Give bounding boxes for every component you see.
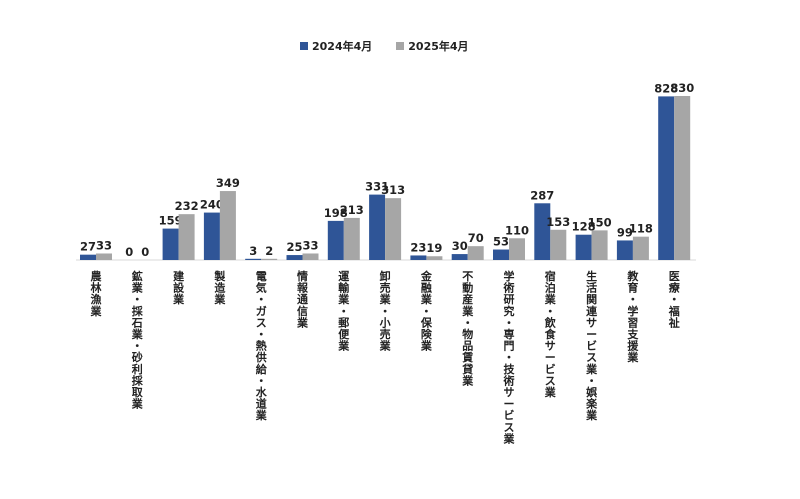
legend-swatch-2025 [396, 42, 405, 50]
category-label-7: 卸売業・小売業 [379, 269, 392, 353]
legend-item-2024: 2024年4月 [300, 38, 372, 54]
data-label-2024-11: 287 [530, 188, 554, 202]
category-label-13: 教育・学習支援業 [626, 269, 639, 364]
bar-2024-5 [286, 255, 303, 260]
category-label-1: 鉱業・採石業・砂利採取業 [131, 269, 144, 411]
bar-2024-4 [245, 258, 262, 260]
bar-2025-6 [343, 217, 360, 260]
data-label-2025-10: 110 [505, 223, 529, 237]
data-label-2024-8: 23 [410, 240, 426, 254]
data-label-2024-6: 198 [324, 206, 348, 220]
bar-2025-13 [632, 236, 649, 260]
data-label-2025-8: 19 [426, 241, 442, 255]
data-label-2025-6: 213 [340, 203, 364, 217]
bar-2025-10 [509, 238, 525, 260]
bar-2025-8 [426, 256, 443, 260]
data-label-2025-11: 153 [546, 215, 570, 229]
data-label-2024-3: 240 [200, 198, 224, 212]
data-label-2025-2: 232 [175, 199, 199, 213]
bar-2024-3 [203, 212, 220, 260]
legend-swatch-2024 [300, 42, 308, 50]
data-label-2025-9: 70 [468, 231, 484, 245]
data-label-2024-10: 53 [493, 235, 509, 249]
data-label-2025-1: 0 [141, 245, 149, 259]
data-label-2025-0: 33 [96, 238, 112, 252]
data-label-2024-0: 27 [80, 240, 96, 254]
bar-2024-10 [493, 249, 509, 260]
data-label-2025-4: 2 [265, 244, 273, 258]
category-label-4: 電気・ガス・熱供給・水道業 [255, 270, 268, 422]
bar-2024-14 [658, 96, 675, 261]
data-label-2024-12: 128 [572, 220, 596, 234]
bar-2025-0 [96, 253, 112, 260]
bar-2024-6 [327, 220, 344, 260]
data-label-2025-7: 313 [381, 183, 405, 197]
category-label-0: 農林漁業 [90, 269, 103, 318]
data-label-2024-7: 331 [365, 180, 389, 194]
data-label-2025-13: 118 [629, 222, 653, 236]
data-label-2025-5: 33 [302, 238, 318, 252]
bar-2025-7 [385, 198, 402, 260]
bar-2025-5 [302, 253, 319, 260]
bar-2025-4 [261, 258, 278, 260]
category-label-14: 医療・福祉 [668, 270, 681, 329]
category-label-12: 生活関連サービス業・娯楽業 [585, 269, 598, 422]
bar-2025-12 [591, 230, 608, 260]
data-label-2024-14: 828 [654, 81, 678, 95]
category-label-10: 学術研究・専門・技術サービス業 [503, 269, 516, 445]
category-label-9: 不動産業・物品賃貸業 [461, 270, 474, 387]
category-label-2: 建設業 [172, 269, 185, 306]
bar-2024-2 [162, 228, 179, 260]
bar-2025-2 [178, 214, 195, 260]
category-label-3: 製造業 [213, 269, 226, 306]
category-label-5: 情報通信業 [296, 269, 309, 329]
data-label-2024-2: 159 [159, 214, 183, 228]
bar-2024-0 [80, 254, 96, 260]
data-label-2025-3: 349 [216, 176, 240, 190]
legend-label-2024: 2024年4月 [312, 40, 373, 53]
bar-2024-7 [369, 194, 386, 260]
data-label-2024-5: 25 [286, 240, 302, 254]
category-label-6: 運輸業・郵便業 [337, 270, 350, 353]
bar-2025-14 [674, 96, 691, 260]
bar-2024-12 [575, 234, 592, 260]
legend-item-2025: 2025年4月 [396, 38, 469, 54]
chart-legend: 2024年4月 2025年4月 [300, 38, 469, 54]
bar-2024-9 [451, 254, 468, 260]
data-label-2024-13: 99 [617, 225, 633, 239]
data-label-2024-9: 30 [452, 239, 468, 253]
bar-2024-8 [410, 255, 427, 260]
data-label-2024-1: 0 [125, 245, 133, 259]
bar-2025-3 [219, 191, 236, 260]
bar-2025-11 [550, 229, 567, 260]
data-label-2025-12: 150 [588, 215, 612, 229]
category-label-8: 金融業・保険業 [420, 269, 433, 353]
bar-2024-13 [616, 240, 633, 260]
data-label-2025-14: 830 [670, 81, 694, 95]
category-label-11: 宿泊業・飲食サービス業 [544, 269, 557, 399]
bar-2025-9 [467, 246, 484, 260]
bar-2024-11 [534, 203, 551, 260]
legend-label-2025: 2025年4月 [408, 40, 469, 53]
data-label-2024-4: 3 [249, 244, 257, 258]
